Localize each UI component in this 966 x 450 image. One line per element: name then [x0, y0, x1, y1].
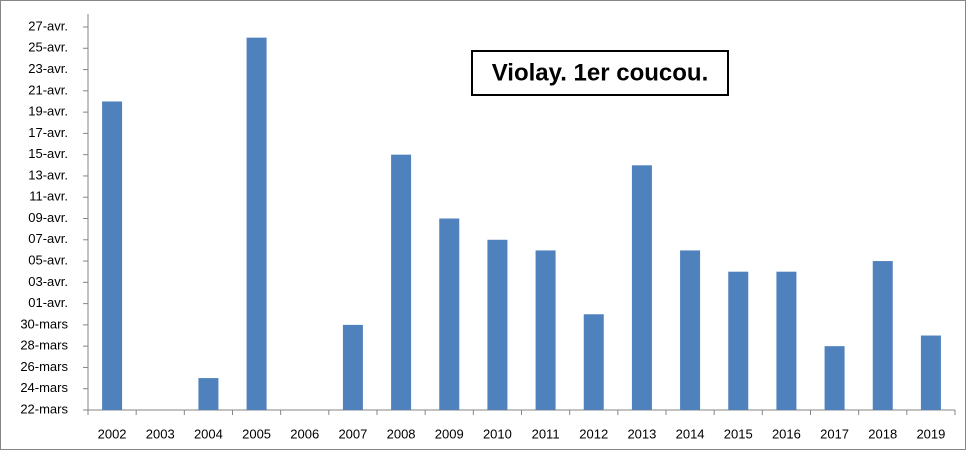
bar — [198, 378, 219, 410]
y-tick-label: 13-avr. — [28, 167, 68, 182]
bar — [872, 261, 893, 410]
bar — [439, 218, 460, 410]
bar — [680, 250, 701, 410]
x-tick-label: 2013 — [627, 426, 656, 441]
bar — [535, 250, 556, 410]
x-tick-label: 2003 — [146, 426, 175, 441]
x-tick-label: 2008 — [387, 426, 416, 441]
title-box — [471, 50, 729, 96]
x-tick-label: 2007 — [338, 426, 367, 441]
x-tick-label: 2002 — [98, 426, 127, 441]
x-tick-label: 2014 — [676, 426, 705, 441]
y-tick-label: 03-avr. — [28, 274, 68, 289]
x-tick-label: 2006 — [290, 426, 319, 441]
y-tick-label: 22-mars — [20, 401, 68, 416]
x-tick-label: 2012 — [579, 426, 608, 441]
y-tick-label: 01-avr. — [28, 295, 68, 310]
x-tick-label: 2011 — [532, 426, 560, 441]
bar — [246, 37, 267, 411]
x-tick-label: 2004 — [194, 426, 223, 441]
y-tick-label: 30-mars — [20, 316, 68, 331]
bar — [487, 239, 508, 410]
y-tick-label: 19-avr. — [28, 104, 68, 119]
y-tick-label: 17-avr. — [28, 125, 68, 140]
x-tick-label: 2005 — [242, 426, 271, 441]
x-tick-label: 2009 — [435, 426, 464, 441]
y-tick-label: 09-avr. — [28, 210, 68, 225]
y-tick-label: 25-avr. — [28, 40, 68, 55]
y-tick-label: 15-avr. — [28, 146, 68, 161]
y-tick-label: 27-avr. — [28, 18, 68, 33]
y-tick-label: 11-avr. — [29, 189, 68, 204]
y-tick-label: 28-mars — [20, 338, 68, 353]
bar — [824, 346, 845, 410]
bar — [342, 324, 363, 410]
bar — [631, 165, 652, 410]
y-tick-label: 26-mars — [20, 359, 68, 374]
bar — [776, 271, 797, 410]
chart-title: Violay. 1er coucou. — [492, 59, 709, 86]
bar — [102, 101, 123, 410]
bar — [391, 154, 412, 410]
x-tick-label: 2018 — [868, 426, 897, 441]
y-tick-label: 21-avr. — [28, 82, 68, 97]
x-tick-label: 2010 — [483, 426, 512, 441]
y-tick-label: 05-avr. — [28, 252, 68, 267]
bar — [920, 335, 941, 410]
y-tick-label: 07-avr. — [28, 231, 68, 246]
x-tick-label: 2016 — [772, 426, 801, 441]
x-tick-label: 2015 — [724, 426, 753, 441]
bar — [728, 271, 749, 410]
y-tick-label: 23-avr. — [28, 61, 68, 76]
x-tick-label: 2017 — [820, 426, 849, 441]
y-tick-label: 24-mars — [20, 380, 68, 395]
bar — [583, 314, 604, 410]
x-tick-label: 2019 — [916, 426, 945, 441]
